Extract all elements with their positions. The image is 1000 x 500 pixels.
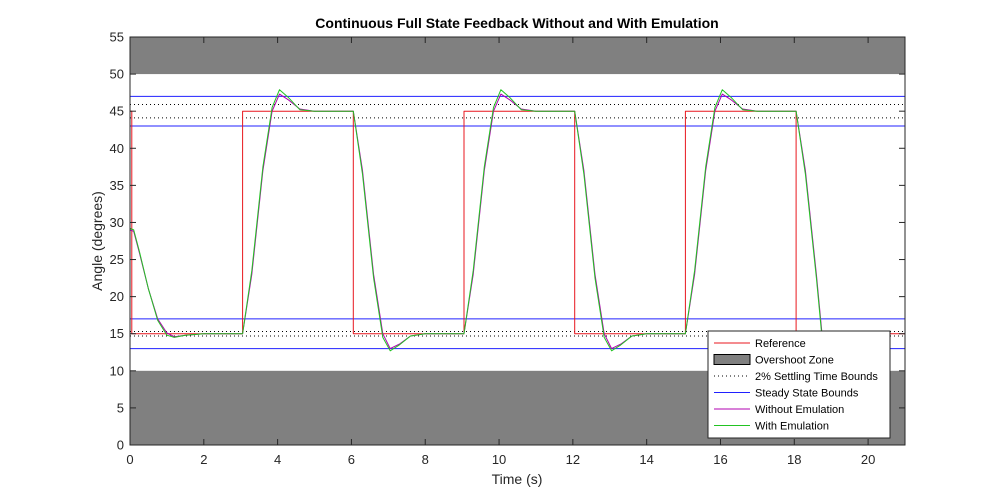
legend: Reference Overshoot Zone 2% Settling Time … [707,330,891,439]
series-line-reference [130,110,905,335]
x-axis-label: Time (s) [492,471,543,487]
y-tick-label: 35 [110,178,124,193]
series-line-without-emulation [129,93,823,350]
legend-swatch-overshoot-zone [713,354,751,365]
y-tick-label: 25 [110,252,124,267]
y-tick-label: 20 [110,289,124,304]
y-tick-label: 45 [110,104,124,119]
overshoot-zone-0 [130,37,905,75]
legend-label-overshoot-zone: Overshoot Zone [755,355,834,367]
series-line-with-emulation [129,89,823,352]
y-tick-label: 50 [110,67,124,82]
legend-label-with-emulation: With Emulation [755,421,829,433]
y-tick-label: 30 [110,215,124,230]
x-tick-label: 14 [639,452,653,467]
y-tick-label: 40 [110,141,124,156]
x-tick-label: 8 [422,452,429,467]
x-tick-label: 10 [492,452,506,467]
y-axis-ticks: 0 5 10 15 20 25 30 35 40 45 50 55 [110,30,905,453]
x-tick-label: 6 [348,452,355,467]
x-tick-label: 18 [787,452,801,467]
axes-box [129,36,906,446]
legend-label-without-emulation: Without Emulation [755,404,844,416]
legend-label-steady-state-bounds: Steady State Bounds [755,388,859,400]
x-tick-label: 0 [126,452,133,467]
x-tick-label: 12 [566,452,580,467]
x-tick-label: 2 [200,452,207,467]
x-tick-label: 4 [274,452,281,467]
legend-label-reference: Reference [755,338,806,350]
x-axis-ticks: 0 2 4 6 8 10 12 14 16 18 20 [126,37,875,467]
y-tick-label: 10 [110,363,124,378]
legend-box [707,330,891,439]
y-axis-label: Angle (degrees) [89,191,105,291]
legend-label-2-settling-time-bounds: 2% Settling Time Bounds [755,371,878,383]
y-tick-label: 5 [117,400,124,415]
series-lines [129,89,905,352]
x-tick-label: 16 [713,452,727,467]
chart-title: Continuous Full State Feedback Without a… [315,15,718,31]
y-tick-label: 55 [110,30,124,45]
y-tick-label: 15 [110,326,124,341]
x-tick-label: 20 [861,452,875,467]
y-tick-label: 0 [117,438,124,453]
